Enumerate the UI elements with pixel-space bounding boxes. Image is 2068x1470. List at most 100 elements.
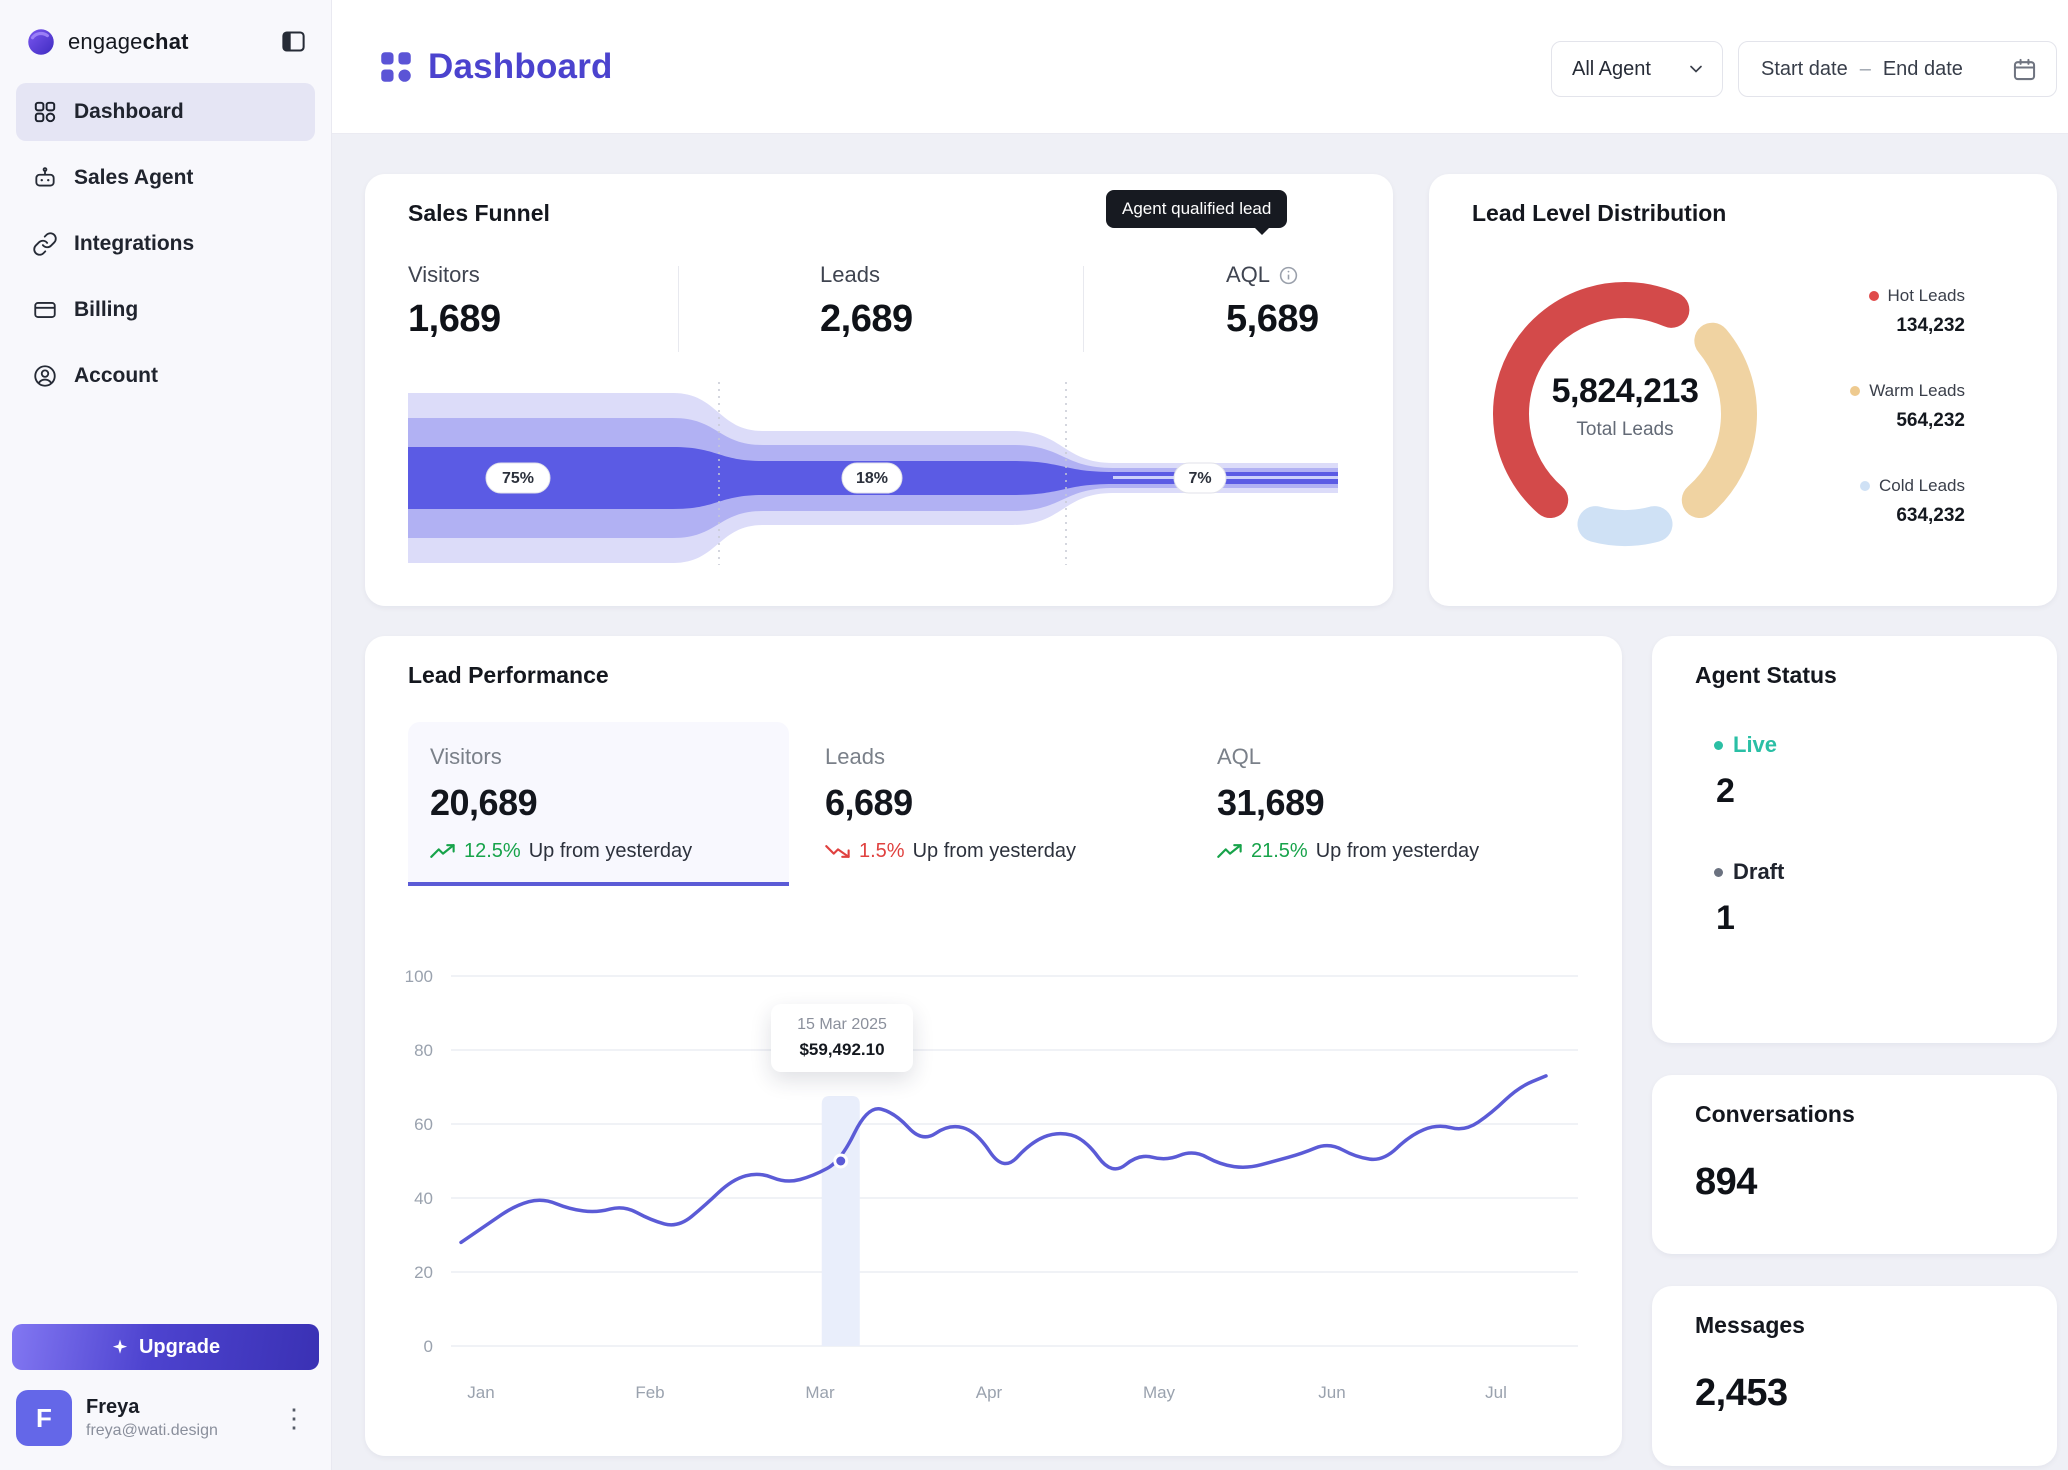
grid-icon xyxy=(32,99,58,125)
conversations-card: Conversations 894 xyxy=(1652,1075,2057,1254)
status-dot xyxy=(1714,740,1723,750)
sidebar: engagechat Dashboard xyxy=(0,0,332,1470)
date-range-picker[interactable]: Start date – End date xyxy=(1738,41,2057,97)
sidebar-collapse-button[interactable] xyxy=(276,24,311,59)
dashboard-title-icon xyxy=(380,51,412,83)
sidebar-item-label: Integrations xyxy=(74,232,195,255)
status-draft-value: 1 xyxy=(1716,899,1735,937)
sidebar-item-label: Billing xyxy=(74,298,139,321)
svg-text:40: 40 xyxy=(414,1189,433,1208)
link-icon xyxy=(32,231,58,257)
user-icon xyxy=(32,363,58,389)
sidebar-item-sales-agent[interactable]: Sales Agent xyxy=(16,149,315,207)
change-pct: 1.5% xyxy=(859,840,905,862)
conversations-value: 894 xyxy=(1695,1161,1757,1203)
trend-down-icon xyxy=(825,843,851,860)
funnel-chart: 75% 18% 7% xyxy=(408,382,1338,565)
agent-status-card: Agent Status Live 2 Draft 1 xyxy=(1652,636,2057,1043)
funnel-stage-pill: 18% xyxy=(841,462,903,494)
lead-performance-card: Lead Performance Visitors 20,689 12.5% U… xyxy=(365,636,1622,1456)
svg-text:Feb: Feb xyxy=(635,1383,664,1402)
topbar: Dashboard All Agent Start date – End dat… xyxy=(332,0,2068,134)
sparkle-icon xyxy=(111,1338,129,1356)
funnel-stat-leads: Leads 2,689 xyxy=(820,262,913,341)
brand-logo: engagechat xyxy=(24,25,189,59)
legend-warm-leads: Warm Leads 564,232 xyxy=(1775,381,1965,432)
user-menu-button[interactable]: ⋮ xyxy=(275,1399,313,1437)
avatar: F xyxy=(16,1390,72,1446)
change-pct: 12.5% xyxy=(464,840,521,862)
chart-tooltip: 15 Mar 2025 $59,492.10 xyxy=(771,1004,913,1072)
svg-text:Jul: Jul xyxy=(1485,1383,1507,1402)
sidebar-item-dashboard[interactable]: Dashboard xyxy=(16,83,315,141)
total-leads-label: Total Leads xyxy=(1576,419,1674,440)
status-live: Live xyxy=(1714,732,1777,758)
funnel-stat-visitors: Visitors 1,689 xyxy=(408,262,501,341)
sidebar-item-integrations[interactable]: Integrations xyxy=(16,215,315,273)
sales-funnel-card: Sales Funnel Agent qualified lead Visito… xyxy=(365,174,1393,606)
funnel-stat-label: Leads xyxy=(820,262,880,287)
funnel-stat-value: 1,689 xyxy=(408,298,501,340)
change-note: Up from yesterday xyxy=(912,840,1076,862)
svg-text:Apr: Apr xyxy=(976,1383,1003,1402)
donut-center: 5,824,213 Total Leads xyxy=(1495,372,1755,441)
lead-performance-title: Lead Performance xyxy=(408,662,609,688)
upgrade-label: Upgrade xyxy=(138,1335,221,1358)
user-row: F Freya freya@wati.design ⋮ xyxy=(0,1386,331,1452)
start-date-field[interactable]: Start date xyxy=(1761,57,1848,80)
agent-filter-select[interactable]: All Agent xyxy=(1551,41,1723,97)
aql-tooltip: Agent qualified lead xyxy=(1106,190,1288,235)
sidebar-item-label: Dashboard xyxy=(74,100,184,123)
svg-text:0: 0 xyxy=(424,1337,433,1356)
lead-distribution-card: Lead Level Distribution 5,824,213 Total … xyxy=(1429,174,2057,606)
sidebar-item-billing[interactable]: Billing xyxy=(16,281,315,339)
card-icon xyxy=(32,297,58,323)
user-name: Freya xyxy=(86,1396,140,1418)
change-pct: 21.5% xyxy=(1251,840,1308,862)
funnel-stat-value: 5,689 xyxy=(1226,298,1319,340)
donut-chart xyxy=(1493,282,1757,546)
svg-text:Jun: Jun xyxy=(1318,1383,1345,1402)
agent-filter-value: All Agent xyxy=(1572,57,1651,80)
svg-text:Jan: Jan xyxy=(467,1383,494,1402)
trend-up-icon xyxy=(430,843,456,860)
perf-tab-aql[interactable]: AQL 31,689 21.5% Up from yesterday xyxy=(1217,744,1480,862)
stat-divider xyxy=(678,266,679,352)
funnel-stat-aql: AQL 5,689 xyxy=(1226,262,1319,341)
upgrade-button[interactable]: Upgrade xyxy=(12,1324,319,1370)
lead-distribution-title: Lead Level Distribution xyxy=(1472,200,1727,226)
messages-title: Messages xyxy=(1695,1312,1805,1338)
brand-logo-icon xyxy=(24,25,58,59)
funnel-stat-label: AQL xyxy=(1226,262,1271,287)
info-icon[interactable] xyxy=(1278,265,1299,286)
status-dot xyxy=(1714,867,1723,877)
messages-value: 2,453 xyxy=(1695,1372,1788,1414)
legend-dot xyxy=(1850,386,1861,396)
page-title: Dashboard xyxy=(428,47,613,86)
svg-text:75%: 75% xyxy=(502,470,534,487)
svg-text:7%: 7% xyxy=(1188,470,1211,487)
sidebar-item-account[interactable]: Account xyxy=(16,347,315,405)
sidebar-item-label: Account xyxy=(74,364,158,387)
funnel-stage-pill: 7% xyxy=(1173,462,1227,494)
perf-tab-leads[interactable]: Leads 6,689 1.5% Up from yesterday xyxy=(825,744,1076,862)
perf-tab-visitors[interactable]: Visitors 20,689 12.5% Up from yesterday xyxy=(408,722,789,886)
sidebar-item-label: Sales Agent xyxy=(74,166,194,189)
svg-text:May: May xyxy=(1143,1383,1176,1402)
calendar-icon xyxy=(2011,56,2038,83)
legend-dot xyxy=(1859,481,1870,491)
date-separator: – xyxy=(1859,57,1871,80)
agent-status-title: Agent Status xyxy=(1695,662,1837,688)
svg-text:100: 100 xyxy=(405,967,433,986)
conversations-title: Conversations xyxy=(1695,1101,1855,1127)
legend-hot-leads: Hot Leads 134,232 xyxy=(1775,286,1965,337)
funnel-stage-pill: 75% xyxy=(485,462,551,494)
bot-icon xyxy=(32,165,58,191)
chevron-down-icon xyxy=(1686,59,1706,79)
svg-text:Mar: Mar xyxy=(805,1383,835,1402)
end-date-field[interactable]: End date xyxy=(1882,57,1963,80)
status-live-value: 2 xyxy=(1716,772,1735,810)
svg-text:20: 20 xyxy=(414,1263,433,1282)
svg-text:60: 60 xyxy=(414,1115,433,1134)
